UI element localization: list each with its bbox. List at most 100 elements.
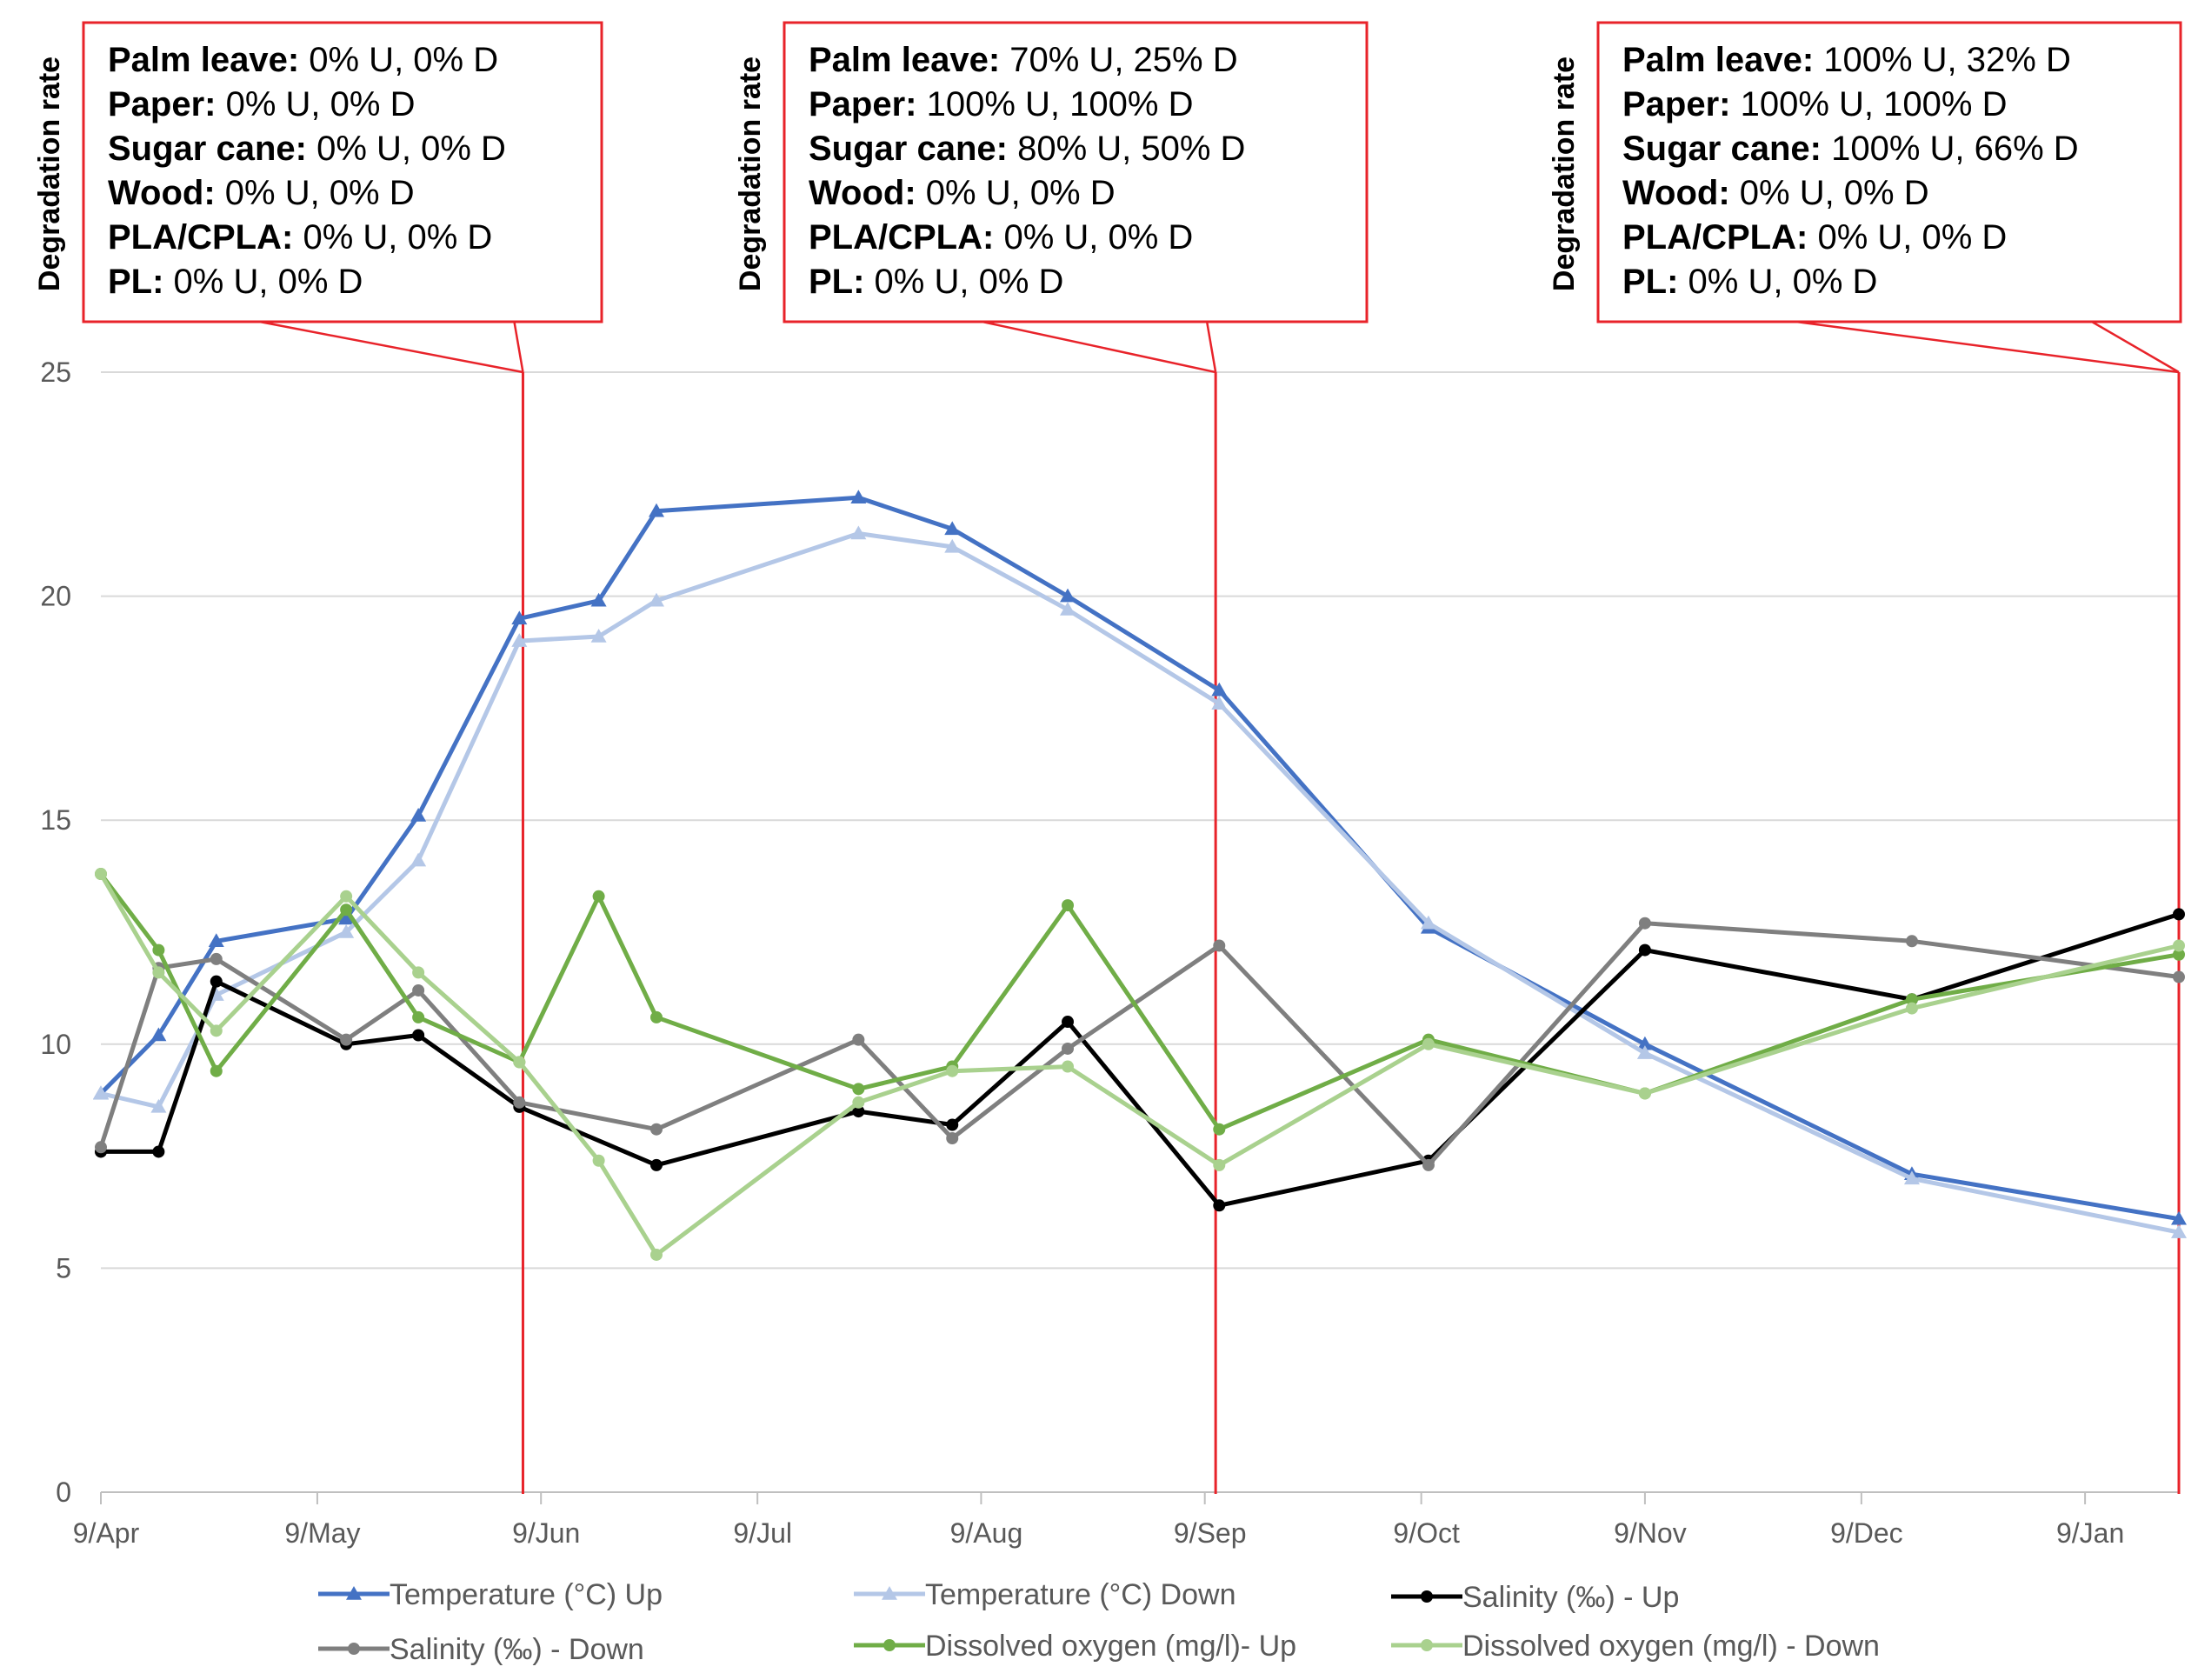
data-point xyxy=(852,1096,865,1109)
callout-material: Wood: xyxy=(809,174,916,212)
data-point xyxy=(590,592,607,607)
data-point xyxy=(1638,917,1651,930)
data-point xyxy=(1636,1036,1653,1050)
callout-line: Sugar cane: 100% U, 66% D xyxy=(1622,130,2079,168)
data-point xyxy=(152,966,165,979)
data-point xyxy=(208,933,224,948)
data-point xyxy=(93,1085,109,1100)
data-point xyxy=(944,538,961,553)
legend-label: Dissolved oxygen (mg/l) - Down xyxy=(1462,1630,1880,1663)
data-point xyxy=(883,1639,896,1651)
legend-label: Salinity (‰) - Down xyxy=(390,1633,644,1666)
callout-3: Palm leave: 100% U, 32% D Paper: 100% U, … xyxy=(1596,21,2182,374)
callout-value: 0% U, 0% D xyxy=(307,130,506,168)
data-point xyxy=(1422,1037,1435,1050)
data-point xyxy=(1060,602,1076,616)
series-3 xyxy=(95,908,2185,1212)
x-tick-label: 9/Jan xyxy=(2056,1517,2124,1549)
data-point xyxy=(1062,1042,1075,1055)
data-point xyxy=(210,952,223,965)
data-point xyxy=(1422,1158,1435,1171)
callout-line: Palm leave: 0% U, 0% D xyxy=(108,41,498,79)
callout-pointer xyxy=(2091,320,2180,374)
data-point xyxy=(1638,1087,1651,1100)
data-point xyxy=(649,1123,663,1136)
x-tick-label: 9/May xyxy=(284,1517,360,1549)
callout-value: 100% U, 100% D xyxy=(917,85,1194,123)
callout-material: Palm leave: xyxy=(108,41,299,79)
callout-value: 0% U, 0% D xyxy=(293,218,492,257)
callout-value: 70% U, 25% D xyxy=(1000,41,1237,79)
data-point xyxy=(850,490,867,504)
data-point xyxy=(850,525,867,540)
legend-item-6: Dissolved oxygen (mg/l) - Down xyxy=(1391,1630,1880,1663)
data-point xyxy=(1213,1123,1226,1136)
data-point xyxy=(511,610,528,625)
legend-item-1: Temperature (°C) Up xyxy=(318,1578,663,1611)
callout-pointer xyxy=(513,321,524,373)
callout-line: Palm leave: 70% U, 25% D xyxy=(809,41,1238,79)
callout-line: PLA/CPLA: 0% U, 0% D xyxy=(108,218,492,257)
data-point xyxy=(2171,1210,2187,1225)
data-point xyxy=(210,1024,223,1037)
callout-material: Paper: xyxy=(809,85,917,123)
data-point xyxy=(340,903,353,917)
callout-value: 0% U, 0% D xyxy=(216,85,416,123)
data-point xyxy=(649,1248,663,1261)
data-point xyxy=(2173,970,2185,983)
data-point xyxy=(1062,899,1075,912)
data-point xyxy=(412,983,425,997)
legend-label: Temperature (°C) Down xyxy=(925,1578,1236,1611)
callout-material: PL: xyxy=(1622,263,1678,301)
callout-line: PL: 0% U, 0% D xyxy=(809,263,1063,301)
data-point xyxy=(346,1586,362,1600)
data-point xyxy=(1905,993,1918,1006)
data-point xyxy=(1636,1045,1653,1059)
x-tick-label: 9/Sep xyxy=(1174,1517,1247,1549)
data-point xyxy=(1420,915,1436,930)
callout-line: Paper: 100% U, 100% D xyxy=(1622,85,2007,123)
legend-item-4: Salinity (‰) - Down xyxy=(318,1633,644,1666)
callout-value: 0% U, 0% D xyxy=(163,263,363,301)
callout-line: Paper: 100% U, 100% D xyxy=(809,85,1193,123)
data-point xyxy=(882,1586,897,1600)
data-point xyxy=(648,503,664,517)
data-point xyxy=(1062,1016,1075,1029)
data-point xyxy=(1211,682,1228,697)
callout-value: 0% U, 0% D xyxy=(1808,218,2007,257)
callout-material: PLA/CPLA: xyxy=(108,218,293,257)
data-point xyxy=(513,1056,526,1069)
x-tick-label: 9/Oct xyxy=(1393,1517,1460,1549)
callout-pointer xyxy=(1205,321,1217,373)
data-point xyxy=(649,1010,663,1023)
callout-pointer xyxy=(982,320,1216,374)
data-point xyxy=(1903,1170,1920,1185)
callout-value: 0% U, 0% D xyxy=(864,263,1063,301)
callout-pointer xyxy=(1795,320,2180,374)
data-point xyxy=(946,1131,959,1144)
data-point xyxy=(592,890,605,903)
data-point xyxy=(852,1083,865,1096)
x-tick-label: 9/Nov xyxy=(1614,1517,1687,1549)
callout-value: 0% U, 0% D xyxy=(1678,263,1877,301)
callout-material: Wood: xyxy=(1622,174,1730,212)
data-point xyxy=(150,1098,167,1113)
data-point xyxy=(410,852,427,867)
callout-value: 100% U, 100% D xyxy=(1731,85,2008,123)
callout-value: 0% U, 0% D xyxy=(1730,174,1929,212)
data-point xyxy=(946,1118,959,1131)
series-line xyxy=(98,872,2180,1257)
data-point xyxy=(852,1105,865,1118)
data-point xyxy=(1421,1639,1433,1651)
x-tick-label: 9/Aug xyxy=(950,1517,1023,1549)
callout-material: PLA/CPLA: xyxy=(809,218,994,257)
gridlines xyxy=(101,371,2179,1270)
callout-value: 0% U, 0% D xyxy=(916,174,1116,212)
data-point xyxy=(1213,1158,1226,1171)
callout-value: 0% U, 0% D xyxy=(299,41,498,79)
y-tick-label: 20 xyxy=(40,581,71,612)
data-point xyxy=(944,521,961,536)
data-point xyxy=(95,868,107,881)
